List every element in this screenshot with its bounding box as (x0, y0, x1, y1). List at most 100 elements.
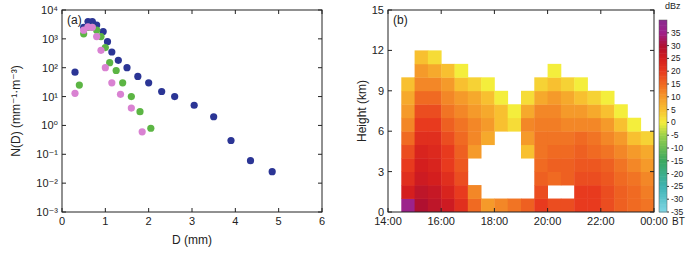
heat-cell (561, 131, 575, 145)
y-tick (318, 125, 322, 126)
heat-cell (401, 185, 415, 199)
x-tick (62, 10, 63, 14)
y-tick-label: 12 (372, 44, 384, 56)
heat-cell (428, 145, 442, 159)
y-tick (62, 154, 66, 155)
y-tick (318, 10, 322, 11)
heat-cell (574, 145, 588, 159)
heat-cell (561, 145, 575, 159)
heat-cell (588, 104, 602, 118)
x-tick (235, 10, 236, 14)
x-tick (547, 208, 548, 212)
heat-cell (641, 131, 654, 145)
panel: 012345610⁻³10⁻²10⁻¹10⁰10¹10²10³10⁴(a)D (… (9, 4, 325, 247)
heat-cell (574, 131, 588, 145)
heat-cell (468, 91, 482, 105)
heat-cell (521, 131, 535, 145)
data-point (113, 67, 120, 74)
heat-cell (455, 131, 469, 145)
colorbar-tick-label: 35 (671, 28, 681, 38)
data-point (119, 79, 126, 86)
heat-cell (588, 172, 602, 186)
colorbar-tick-label: -35 (671, 207, 684, 217)
heat-cell (415, 50, 429, 64)
heat-cell (441, 145, 455, 159)
heat-cell (548, 91, 562, 105)
data-point (128, 104, 135, 111)
heat-cell (428, 50, 442, 64)
heat-cell (441, 199, 455, 212)
heat-cell (534, 91, 548, 105)
y-tick-label: 10⁰ (41, 119, 58, 131)
data-point (108, 79, 115, 86)
x-tick-label: 4 (232, 215, 238, 227)
colorbar-title: dBz (665, 1, 681, 11)
heat-cell (614, 118, 628, 132)
x-tick (654, 10, 655, 14)
x-tick (105, 10, 106, 14)
heat-cell (534, 185, 548, 199)
y-tick (388, 50, 392, 51)
heat-cell (415, 158, 429, 172)
heat-cell (534, 118, 548, 132)
y-tick-label: 10⁻¹ (36, 148, 58, 160)
y-tick (650, 90, 654, 91)
y-tick (62, 212, 66, 213)
x-tick (654, 208, 655, 212)
heat-cell (415, 118, 429, 132)
heat-cell (627, 199, 641, 212)
data-point (76, 81, 83, 88)
heat-cell (627, 131, 641, 145)
heat-cell (494, 104, 508, 118)
heat-cell (548, 131, 562, 145)
colorbar-tick (667, 58, 669, 59)
heat-cell (468, 145, 482, 159)
heat-cell (534, 145, 548, 159)
heat-cell (415, 131, 429, 145)
x-tick (388, 208, 389, 212)
x-tick (235, 208, 236, 212)
colorbar-tick-label: -25 (671, 181, 684, 191)
heat-cell (441, 77, 455, 91)
heat-cell (481, 91, 495, 105)
heat-cell (534, 77, 548, 91)
heat-cell (574, 91, 588, 105)
heat-cell (441, 104, 455, 118)
y-tick (388, 131, 392, 132)
heat-cell (415, 64, 429, 78)
data-point (128, 93, 135, 100)
heat-cell (561, 118, 575, 132)
heat-cell (494, 118, 508, 132)
data-point (71, 69, 78, 76)
x-tick (322, 208, 323, 212)
colorbar-tick-label: -20 (671, 169, 684, 179)
x-tick-label: 1 (102, 215, 108, 227)
heat-cell (508, 104, 522, 118)
colorbar-tick-label: 30 (671, 41, 681, 51)
x-tick-label: 2 (146, 215, 152, 227)
y-tick (62, 10, 66, 11)
y-tick (318, 67, 322, 68)
heat-cell (614, 104, 628, 118)
heat-cell (455, 118, 469, 132)
y-tick-label: 6 (378, 125, 384, 137)
heat-cell (574, 118, 588, 132)
heat-cell (521, 104, 535, 118)
colorbar-tick (667, 122, 669, 123)
y-tick-label: 10¹ (42, 91, 58, 103)
data-point (117, 91, 124, 98)
heat-cell (561, 104, 575, 118)
heat-cell (441, 158, 455, 172)
panel-label: (a) (67, 13, 82, 27)
heat-cell (441, 172, 455, 186)
heat-cell (601, 158, 615, 172)
colorbar-tick-label: -15 (671, 156, 684, 166)
data-point (71, 90, 78, 97)
y-axis-label: Height (km) (355, 80, 369, 142)
heat-cell (441, 91, 455, 105)
heat-cell (561, 158, 575, 172)
y-tick (318, 154, 322, 155)
figure: 012345610⁻³10⁻²10⁻¹10⁰10¹10²10³10⁴(a)D (… (0, 0, 700, 265)
heat-cell (455, 158, 469, 172)
heat-cell (574, 104, 588, 118)
